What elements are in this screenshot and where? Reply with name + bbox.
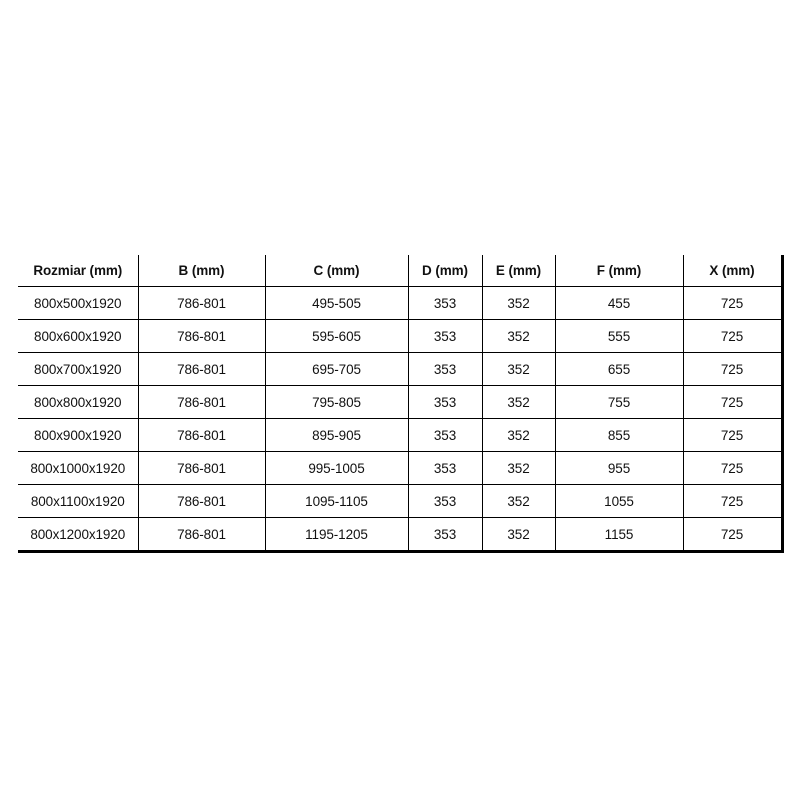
cell-size: 800x1200x1920 xyxy=(18,517,138,553)
cell-c: 995-1005 xyxy=(264,451,408,485)
cell-x: 725 xyxy=(682,319,784,353)
cell-b: 786-801 xyxy=(137,484,265,518)
cell-size: 800x1000x1920 xyxy=(18,451,138,485)
cell-e: 352 xyxy=(481,418,555,452)
column-header-b: B (mm) xyxy=(137,255,265,287)
table-row: 800x1200x1920 786-801 1195-1205 353 352 … xyxy=(18,517,784,553)
cell-f: 1055 xyxy=(554,484,683,518)
cell-f: 755 xyxy=(554,385,683,419)
cell-x: 725 xyxy=(682,286,784,320)
cell-e: 352 xyxy=(481,451,555,485)
cell-size: 800x800x1920 xyxy=(18,385,138,419)
cell-d: 353 xyxy=(407,517,482,553)
cell-f: 455 xyxy=(554,286,683,320)
cell-size: 800x700x1920 xyxy=(18,352,138,386)
cell-size: 800x500x1920 xyxy=(18,286,138,320)
cell-c: 895-905 xyxy=(264,418,408,452)
column-header-size: Rozmiar (mm) xyxy=(18,255,138,287)
cell-e: 352 xyxy=(481,517,555,553)
cell-b: 786-801 xyxy=(137,352,265,386)
table-row: 800x600x1920 786-801 595-605 353 352 555… xyxy=(18,319,784,353)
table-row: 800x1000x1920 786-801 995-1005 353 352 9… xyxy=(18,451,784,485)
cell-e: 352 xyxy=(481,286,555,320)
cell-f: 1155 xyxy=(554,517,683,553)
cell-d: 353 xyxy=(407,484,482,518)
column-header-e: E (mm) xyxy=(481,255,555,287)
cell-x: 725 xyxy=(682,451,784,485)
column-header-c: C (mm) xyxy=(264,255,408,287)
table-row: 800x900x1920 786-801 895-905 353 352 855… xyxy=(18,418,784,452)
cell-d: 353 xyxy=(407,319,482,353)
cell-c: 695-705 xyxy=(264,352,408,386)
cell-b: 786-801 xyxy=(137,517,265,553)
cell-b: 786-801 xyxy=(137,319,265,353)
cell-x: 725 xyxy=(682,484,784,518)
table-row: 800x800x1920 786-801 795-805 353 352 755… xyxy=(18,385,784,419)
cell-e: 352 xyxy=(481,385,555,419)
cell-e: 352 xyxy=(481,319,555,353)
cell-c: 595-605 xyxy=(264,319,408,353)
cell-d: 353 xyxy=(407,451,482,485)
cell-x: 725 xyxy=(682,352,784,386)
table-row: 800x700x1920 786-801 695-705 353 352 655… xyxy=(18,352,784,386)
cell-f: 655 xyxy=(554,352,683,386)
cell-size: 800x600x1920 xyxy=(18,319,138,353)
cell-d: 353 xyxy=(407,385,482,419)
dimensions-table-container: Rozmiar (mm) B (mm) C (mm) D (mm) E (mm)… xyxy=(18,255,784,553)
table-row: 800x500x1920 786-801 495-505 353 352 455… xyxy=(18,286,784,320)
cell-size: 800x1100x1920 xyxy=(18,484,138,518)
cell-c: 795-805 xyxy=(264,385,408,419)
cell-e: 352 xyxy=(481,484,555,518)
table-header-row: Rozmiar (mm) B (mm) C (mm) D (mm) E (mm)… xyxy=(18,255,784,287)
cell-c: 1095-1105 xyxy=(264,484,408,518)
column-header-d: D (mm) xyxy=(407,255,482,287)
cell-size: 800x900x1920 xyxy=(18,418,138,452)
cell-b: 786-801 xyxy=(137,286,265,320)
cell-d: 353 xyxy=(407,286,482,320)
table-row: 800x1100x1920 786-801 1095-1105 353 352 … xyxy=(18,484,784,518)
table-header: Rozmiar (mm) B (mm) C (mm) D (mm) E (mm)… xyxy=(18,255,784,287)
cell-b: 786-801 xyxy=(137,451,265,485)
cell-f: 555 xyxy=(554,319,683,353)
cell-d: 353 xyxy=(407,418,482,452)
column-header-x: X (mm) xyxy=(682,255,784,287)
column-header-f: F (mm) xyxy=(554,255,683,287)
cell-b: 786-801 xyxy=(137,418,265,452)
cell-f: 855 xyxy=(554,418,683,452)
table-body: 800x500x1920 786-801 495-505 353 352 455… xyxy=(18,286,784,553)
cell-e: 352 xyxy=(481,352,555,386)
cell-x: 725 xyxy=(682,418,784,452)
dimensions-table: Rozmiar (mm) B (mm) C (mm) D (mm) E (mm)… xyxy=(18,255,784,553)
cell-f: 955 xyxy=(554,451,683,485)
cell-c: 1195-1205 xyxy=(264,517,408,553)
cell-d: 353 xyxy=(407,352,482,386)
cell-b: 786-801 xyxy=(137,385,265,419)
cell-x: 725 xyxy=(682,517,784,553)
cell-c: 495-505 xyxy=(264,286,408,320)
cell-x: 725 xyxy=(682,385,784,419)
